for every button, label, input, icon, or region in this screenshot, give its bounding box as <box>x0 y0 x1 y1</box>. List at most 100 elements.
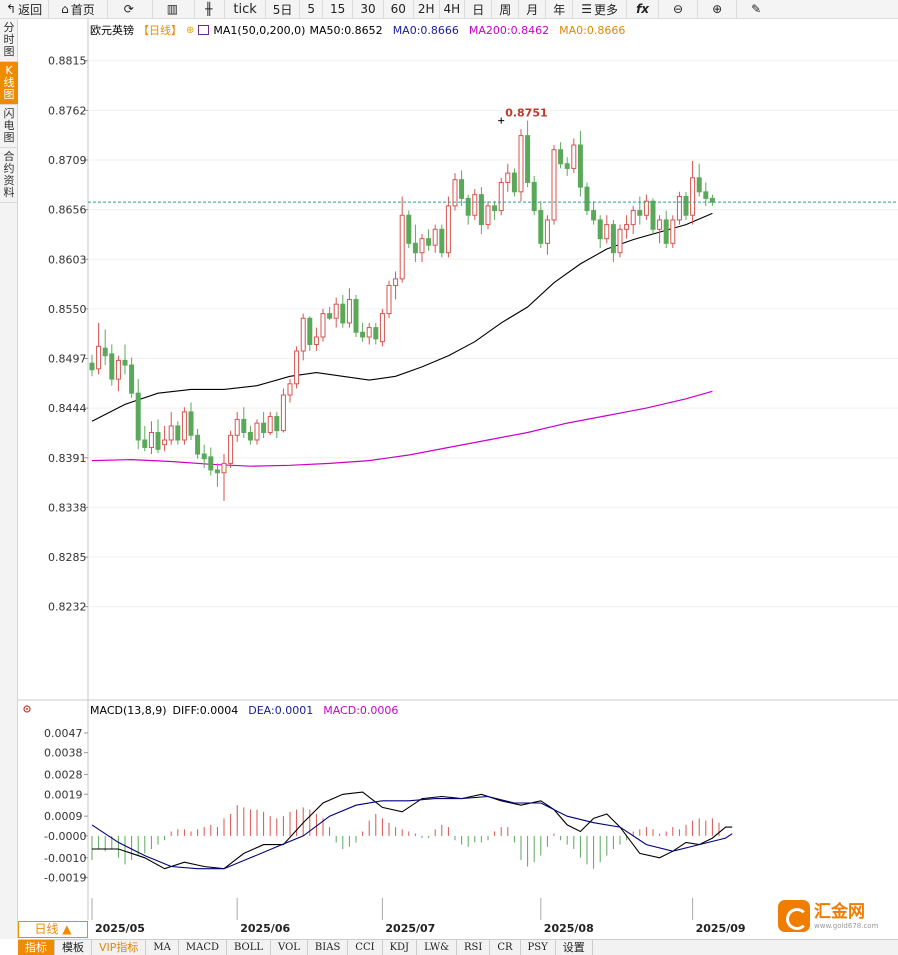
tab-vol[interactable]: VOL <box>271 940 308 955</box>
period-day-button[interactable]: 日 <box>465 0 493 18</box>
candle <box>478 187 484 234</box>
candle <box>498 177 504 216</box>
chart-type-button[interactable]: ▥ <box>153 0 196 18</box>
period-15-button[interactable]: 15 <box>323 0 354 18</box>
macd-tick-label: -0.0010 <box>44 852 86 865</box>
candle <box>254 419 260 445</box>
tab-cci[interactable]: CCI <box>348 940 383 955</box>
candle <box>657 215 663 244</box>
price-tick-label: 0.8338 <box>48 501 87 514</box>
candle-type-button[interactable]: ╫ <box>195 0 226 18</box>
price-tick-label: 0.8444 <box>48 402 87 415</box>
candle <box>274 411 280 439</box>
candle <box>709 194 715 206</box>
price-tick-label: 0.8285 <box>48 551 87 564</box>
candle <box>564 157 570 176</box>
candle <box>439 224 445 258</box>
candle <box>201 444 207 469</box>
back-button[interactable]: ↰ 返回 <box>0 0 50 18</box>
tab-cr[interactable]: CR <box>490 940 521 955</box>
home-button[interactable]: ⌂ 首页 <box>49 0 108 18</box>
main-legend: 欧元英镑 【日线】 ⊕ MA1(50,0,200,0) MA50:0.8652 … <box>90 22 625 38</box>
candle <box>142 425 148 452</box>
candle <box>637 196 643 225</box>
macd-value: MACD:0.0006 <box>323 704 399 717</box>
period-selector[interactable]: 日线 ▲ <box>18 921 88 938</box>
candle <box>247 425 253 445</box>
tab-kdj[interactable]: KDJ <box>383 940 418 955</box>
tab-lightning[interactable]: 闪电图 <box>0 105 18 148</box>
candle <box>221 454 227 501</box>
tab-macd[interactable]: MACD <box>179 940 228 955</box>
candle <box>188 402 194 440</box>
tab-templates[interactable]: 模板 <box>55 940 92 955</box>
more-button[interactable]: ☰ 更多 <box>573 0 628 18</box>
tick-button[interactable]: tick <box>225 0 266 18</box>
tab-indicators[interactable]: 指标 <box>18 940 55 955</box>
candle <box>485 201 491 230</box>
period-30-button[interactable]: 30 <box>353 0 384 18</box>
macd-axis: 0.0047 0.0038 0.0028 0.0019 0.0009 -0.0000 -0.… <box>44 727 88 884</box>
tab-psy[interactable]: PSY <box>521 940 556 955</box>
home-icon: ⌂ <box>61 2 69 16</box>
candle <box>261 411 267 439</box>
candle <box>287 379 293 403</box>
candle <box>597 215 603 249</box>
side-tabs: 分时图 K线图 闪电图 合约资料 <box>0 19 18 939</box>
macd-settings-icon[interactable] <box>23 705 31 713</box>
period-month-button[interactable]: 月 <box>519 0 547 18</box>
period-4h-button[interactable]: 4H <box>440 0 466 18</box>
candle <box>148 421 154 455</box>
grid-lines <box>88 60 898 608</box>
candle <box>175 421 181 445</box>
period-week-button[interactable]: 周 <box>492 0 520 18</box>
candle <box>650 198 656 234</box>
tab-kline[interactable]: K线图 <box>0 62 18 105</box>
diff-series <box>92 791 733 870</box>
candle <box>208 447 214 476</box>
indicator-icon[interactable] <box>198 25 210 35</box>
tab-boll[interactable]: BOLL <box>227 940 272 955</box>
candle <box>630 205 636 234</box>
price-tick-label: 0.8762 <box>48 104 87 117</box>
candle <box>406 210 412 249</box>
tab-lw[interactable]: LW& <box>417 940 458 955</box>
candle <box>115 355 121 392</box>
candle <box>96 322 102 375</box>
candle <box>551 145 557 225</box>
period-2h-button[interactable]: 2H <box>414 0 440 18</box>
tab-settings[interactable]: 设置 <box>556 940 593 955</box>
candle <box>234 411 240 442</box>
candle <box>670 215 676 249</box>
candle <box>122 344 128 375</box>
period-year-button[interactable]: 年 <box>546 0 574 18</box>
candle <box>465 194 471 225</box>
five-day-button[interactable]: 5日 <box>266 0 301 18</box>
target-icon[interactable]: ⊕ <box>186 24 195 36</box>
candle <box>327 307 333 321</box>
candle <box>624 215 630 239</box>
ma200-value: MA200:0.8462 <box>468 23 550 37</box>
gold678-logo-icon <box>778 900 810 932</box>
formula-button[interactable]: fx <box>627 0 660 18</box>
period-5-button[interactable]: 5 <box>300 0 324 18</box>
draw-button[interactable]: ✎ <box>737 0 775 18</box>
candle <box>472 189 478 220</box>
tab-contract-info[interactable]: 合约资料 <box>0 148 18 203</box>
tab-ma[interactable]: MA <box>146 940 179 955</box>
tab-rsi[interactable]: RSI <box>457 940 491 955</box>
date-tick-label: 2025/06 <box>240 922 290 935</box>
period-60-button[interactable]: 60 <box>384 0 414 18</box>
candle <box>162 425 168 452</box>
zoom-out-button[interactable]: ⊖ <box>659 0 699 18</box>
price-chart[interactable]: 0.8815 0.8762 0.8709 0.8656 0.8603 0.8550 0.84… <box>18 19 898 939</box>
tab-vip-indicators[interactable]: VIP指标 <box>92 940 147 955</box>
tab-bias[interactable]: BIAS <box>308 940 349 955</box>
tab-time-share[interactable]: 分时图 <box>0 19 18 62</box>
candle <box>300 313 306 361</box>
candle <box>525 120 531 188</box>
zoom-in-button[interactable]: ⊕ <box>698 0 738 18</box>
refresh-button[interactable]: ⟳ <box>108 0 153 18</box>
ma50-value: MA50:0.8652 <box>309 23 383 37</box>
back-arrow-icon: ↰ <box>6 2 17 16</box>
